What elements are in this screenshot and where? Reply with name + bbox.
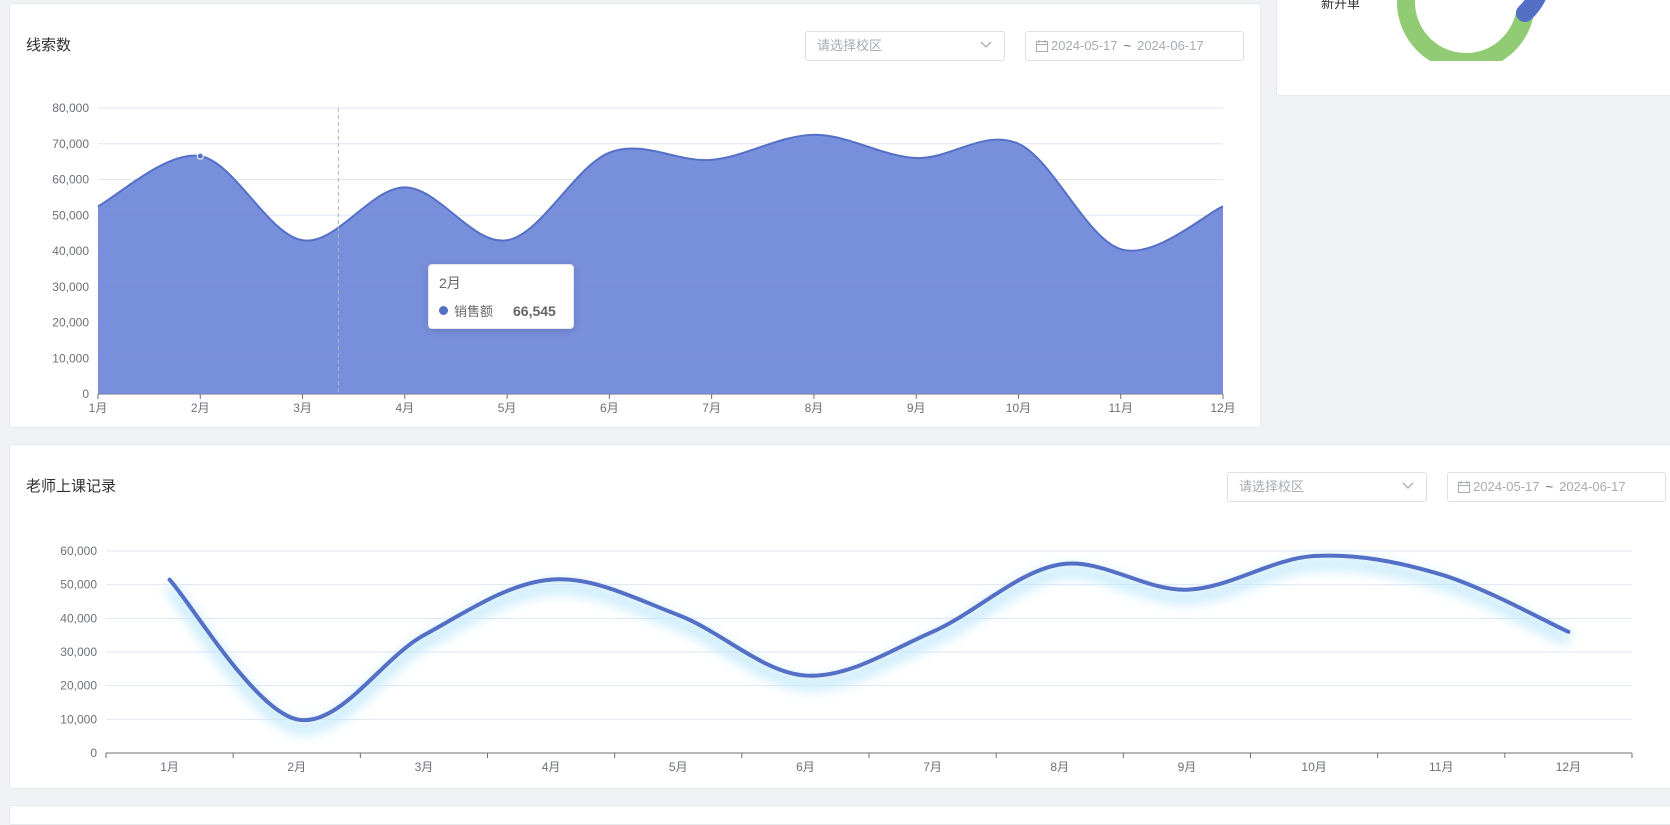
date-range-separator: ~ (1546, 479, 1554, 494)
teacher-line-chart: 0 10,000 20,000 30,000 40,000 50,000 60,000 1月 2… (10, 505, 1670, 785)
x-tick-label: 10月 (1006, 401, 1031, 415)
x-tick-label: 8月 (1050, 760, 1069, 774)
x-tick-label: 5月 (498, 401, 517, 415)
chevron-down-icon (1402, 482, 1414, 490)
y-tick-label: 50,000 (52, 208, 89, 222)
x-tick-label: 3月 (415, 760, 434, 774)
tooltip-title: 2月 (439, 273, 563, 293)
tooltip-value: 66,545 (513, 303, 556, 319)
calendar-icon (1458, 481, 1470, 493)
x-tick-label: 11月 (1429, 760, 1453, 774)
x-tick-label: 5月 (669, 760, 688, 774)
x-tick-label: 2月 (191, 401, 210, 415)
donut-chart (1387, 0, 1567, 61)
bottom-card (9, 805, 1670, 825)
tooltip-series-dot (439, 306, 448, 315)
y-tick-label: 20,000 (52, 316, 89, 330)
donut-green-arc (1406, 0, 1525, 61)
x-tick-label: 11月 (1108, 401, 1132, 415)
y-tick-label: 30,000 (52, 280, 89, 294)
teacher-class-card: 老师上课记录 请选择校区 2024-05-17 ~2024-06-17 0 10,0… (9, 444, 1670, 789)
y-tick-label: 40,000 (52, 244, 89, 258)
campus-select-placeholder: 请选择校区 (817, 38, 882, 53)
teacher-card-title: 老师上课记录 (26, 475, 116, 496)
leads-area-chart: 0 10,000 20,000 30,000 40,000 50,000 60,000 70,… (10, 64, 1260, 424)
y-tick-label: 60,000 (60, 544, 97, 558)
x-tick-label: 9月 (907, 401, 926, 415)
x-tick-label: 3月 (293, 401, 312, 415)
campus-select-placeholder: 请选择校区 (1239, 479, 1304, 494)
y-tick-label: 30,000 (60, 645, 97, 659)
tooltip-series-name: 销售额 (454, 301, 493, 320)
donut-blue-arc (1525, 0, 1539, 13)
x-tick-label: 7月 (923, 760, 942, 774)
date-range-start[interactable]: 2024-05-17 (1051, 38, 1118, 53)
x-tick-label: 9月 (1178, 760, 1197, 774)
date-range-start[interactable]: 2024-05-17 (1473, 479, 1540, 494)
series-shadow (170, 564, 1569, 729)
y-tick-label: 10,000 (60, 712, 97, 726)
date-range-end[interactable]: 2024-06-17 (1137, 38, 1204, 53)
x-tick-label: 1月 (160, 760, 179, 774)
leads-card: 线索数 请选择校区 2024-05-17 ~2024-06-17 0 10,000 2… (9, 3, 1261, 428)
calendar-icon (1036, 40, 1048, 52)
x-tick-label: 4月 (542, 760, 561, 774)
y-tick-label: 50,000 (60, 578, 97, 592)
leads-card-title: 线索数 (26, 34, 71, 55)
donut-legend-label: 新开单 (1321, 0, 1360, 12)
chevron-down-icon (980, 41, 992, 49)
x-tick-label: 6月 (796, 760, 815, 774)
x-tick-label: 10月 (1301, 760, 1326, 774)
x-tick-label: 6月 (600, 401, 619, 415)
date-range-picker[interactable]: 2024-05-17 ~2024-06-17 (1025, 31, 1244, 61)
x-tick-label: 12月 (1210, 401, 1235, 415)
x-tick-label: 12月 (1556, 760, 1581, 774)
date-range-separator: ~ (1124, 38, 1132, 53)
x-tick-label: 8月 (805, 401, 824, 415)
y-tick-label: 80,000 (52, 101, 89, 115)
x-tick-label: 2月 (287, 760, 306, 774)
series-line (170, 556, 1569, 721)
y-tick-label: 0 (90, 746, 97, 760)
y-tick-label: 10,000 (52, 351, 89, 365)
series-area (98, 135, 1223, 394)
campus-donut-card: 新开单 (1276, 0, 1670, 96)
campus-select[interactable]: 请选择校区 (1227, 472, 1427, 502)
y-tick-label: 0 (82, 387, 89, 401)
y-tick-label: 60,000 (52, 173, 89, 187)
x-tick-label: 1月 (89, 401, 108, 415)
hover-point (197, 153, 203, 159)
y-tick-label: 20,000 (60, 679, 97, 693)
date-range-end[interactable]: 2024-06-17 (1559, 479, 1626, 494)
chart-tooltip: 2月 销售额 66,545 (428, 264, 574, 329)
x-tick-label: 4月 (395, 401, 414, 415)
y-tick-label: 70,000 (52, 137, 89, 151)
campus-select[interactable]: 请选择校区 (805, 31, 1005, 61)
x-tick-label: 7月 (702, 401, 721, 415)
y-tick-label: 40,000 (60, 611, 97, 625)
date-range-picker[interactable]: 2024-05-17 ~2024-06-17 (1447, 472, 1666, 502)
